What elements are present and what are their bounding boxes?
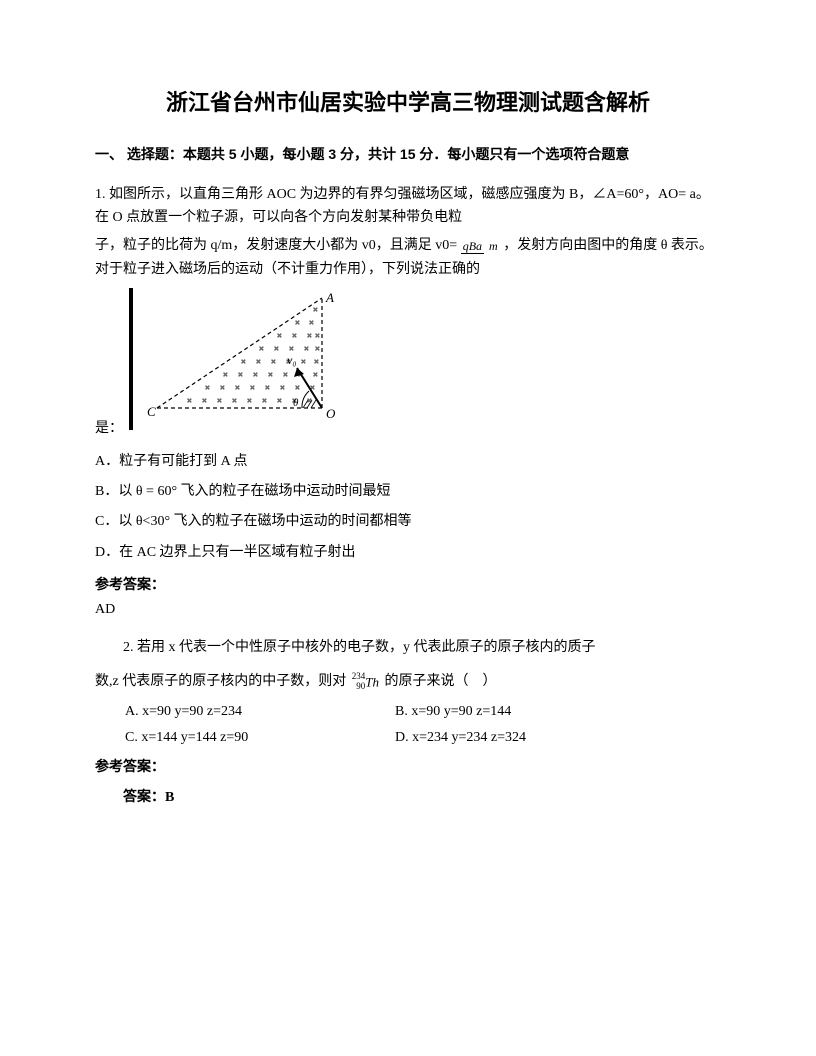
q2-text-1: 2. 若用 x 代表一个中性原子中核外的电子数，y 代表此原子的原子核内的质子 <box>123 640 596 655</box>
svg-text:×: × <box>259 344 264 353</box>
q2-answer: 答案：B <box>95 786 721 806</box>
q2-text-3: 的原子来说（ ） <box>384 674 496 689</box>
svg-text:×: × <box>307 331 312 340</box>
svg-text:×: × <box>280 383 285 392</box>
svg-text:×: × <box>256 357 261 366</box>
svg-text:×: × <box>313 305 318 314</box>
q1-answer: AD <box>95 602 721 618</box>
q2-option-a: A. x=90 y=90 z=234 <box>125 704 395 720</box>
svg-text:×: × <box>301 357 306 366</box>
svg-text:×: × <box>232 396 237 405</box>
label-C: C <box>147 404 156 419</box>
q1-text-2a: 子，粒子的比荷为 q/m，发射速度大小都为 v0，且满足 v0= <box>95 238 457 253</box>
svg-text:×: × <box>262 396 267 405</box>
section-header: 一、 选择题：本题共 5 小题，每小题 3 分，共计 15 分．每小题只有一个选… <box>95 145 721 165</box>
q1-text-2: 子，粒子的比荷为 q/m，发射速度大小都为 v0，且满足 v0= qBa m ，… <box>95 234 721 282</box>
nuclide-atomic: 90 <box>356 681 365 691</box>
question-1: 1. 如图所示，以直角三角形 AOC 为边界的有界匀强磁场区域，磁感应强度为 B… <box>95 183 721 441</box>
label-A: A <box>325 290 334 305</box>
svg-text:×: × <box>283 370 288 379</box>
svg-text:×: × <box>235 383 240 392</box>
q1-option-a: A．粒子有可能打到 A 点 <box>95 451 721 473</box>
svg-text:×: × <box>295 318 300 327</box>
svg-text:×: × <box>274 344 279 353</box>
svg-text:×: × <box>295 383 300 392</box>
svg-text:×: × <box>253 370 258 379</box>
q2-option-d: D. x=234 y=234 z=324 <box>395 730 721 746</box>
svg-text:×: × <box>220 383 225 392</box>
q2-option-c: C. x=144 y=144 z=90 <box>125 730 395 746</box>
label-O: O <box>326 406 336 421</box>
frac-num: qBa <box>461 239 484 254</box>
svg-text:×: × <box>205 383 210 392</box>
label-v0: v₀ <box>287 353 297 367</box>
svg-text:×: × <box>268 370 273 379</box>
svg-text:×: × <box>238 370 243 379</box>
svg-text:×: × <box>315 344 320 353</box>
label-theta: θ <box>293 397 299 409</box>
nuclide-elem: Th <box>365 674 379 689</box>
svg-text:×: × <box>241 357 246 366</box>
svg-text:×: × <box>314 357 319 366</box>
svg-text:×: × <box>247 396 252 405</box>
q2-option-b: B. x=90 y=90 z=144 <box>395 704 721 720</box>
svg-text:×: × <box>277 331 282 340</box>
diagram-svg: ××××××××× ×××××××× ××××××× ×××××× ××××× … <box>127 288 357 430</box>
q1-diagram-row: 是： ××××××××× ×××××××× ××××××× ×××××× ×××… <box>95 286 721 441</box>
svg-text:×: × <box>202 396 207 405</box>
svg-text:×: × <box>217 396 222 405</box>
svg-text:×: × <box>292 331 297 340</box>
q1-option-d: D．在 AC 边界上只有一半区域有粒子射出 <box>95 542 721 564</box>
q1-option-b: B．以 θ = 60° 飞入的粒子在磁场中运动时间最短 <box>95 481 721 503</box>
svg-text:×: × <box>309 318 314 327</box>
svg-text:×: × <box>313 370 318 379</box>
svg-text:×: × <box>315 331 320 340</box>
q2-option-row-2: C. x=144 y=144 z=90 D. x=234 y=234 z=324 <box>125 730 721 746</box>
svg-text:×: × <box>265 383 270 392</box>
svg-text:×: × <box>289 344 294 353</box>
q1-shi: 是： <box>95 417 123 441</box>
q2-option-row-1: A. x=90 y=90 z=234 B. x=90 y=90 z=144 <box>125 704 721 720</box>
svg-text:×: × <box>277 396 282 405</box>
nuclide-icon: 234 90 Th <box>352 672 379 692</box>
q1-answer-label: 参考答案： <box>95 574 721 594</box>
svg-text:×: × <box>223 370 228 379</box>
frac-den: m <box>487 239 500 253</box>
svg-text:×: × <box>271 357 276 366</box>
nuclide-mass: 234 <box>352 671 366 681</box>
svg-text:×: × <box>304 344 309 353</box>
svg-text:×: × <box>250 383 255 392</box>
svg-text:×: × <box>187 396 192 405</box>
q2-text-2: 数,z 代表原子的原子核内的中子数，则对 <box>95 674 346 689</box>
page-title: 浙江省台州市仙居实验中学高三物理测试题含解析 <box>95 85 721 117</box>
question-2-line2: 数,z 代表原子的原子核内的中子数，则对 234 90 Th 的原子来说（ ） <box>95 670 721 694</box>
question-2: 2. 若用 x 代表一个中性原子中核外的电子数，y 代表此原子的原子核内的质子 <box>95 636 721 660</box>
q1-text-1: 1. 如图所示，以直角三角形 AOC 为边界的有界匀强磁场区域，磁感应强度为 B… <box>95 183 721 231</box>
q1-option-c: C．以 θ<30° 飞入的粒子在磁场中运动的时间都相等 <box>95 511 721 533</box>
q2-answer-label: 参考答案： <box>95 756 721 776</box>
triangle-diagram: ××××××××× ×××××××× ××××××× ×××××× ××××× … <box>127 288 357 439</box>
fraction-icon: qBa m <box>461 240 500 252</box>
